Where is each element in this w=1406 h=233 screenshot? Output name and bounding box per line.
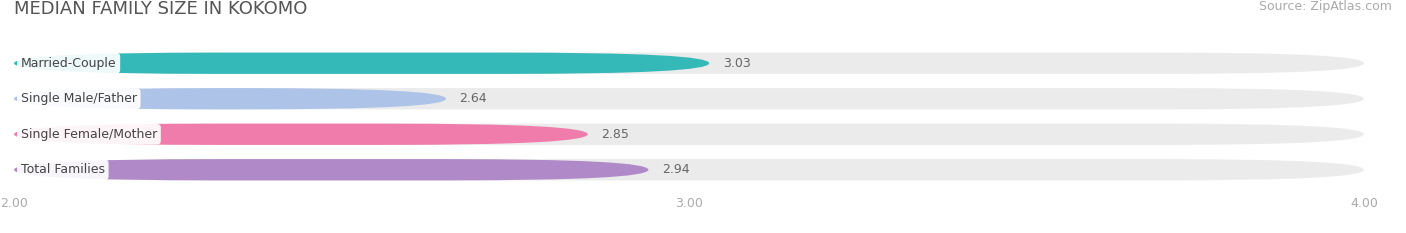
Text: Married-Couple: Married-Couple <box>21 57 117 70</box>
Text: 3.03: 3.03 <box>723 57 751 70</box>
FancyBboxPatch shape <box>14 53 1364 74</box>
Text: 2.94: 2.94 <box>662 163 689 176</box>
FancyBboxPatch shape <box>14 159 648 180</box>
Text: Source: ZipAtlas.com: Source: ZipAtlas.com <box>1258 0 1392 13</box>
FancyBboxPatch shape <box>14 123 1364 145</box>
FancyBboxPatch shape <box>14 53 709 74</box>
Text: Total Families: Total Families <box>21 163 105 176</box>
FancyBboxPatch shape <box>14 123 588 145</box>
Text: Single Male/Father: Single Male/Father <box>21 92 136 105</box>
FancyBboxPatch shape <box>14 88 1364 110</box>
Text: 2.85: 2.85 <box>602 128 628 141</box>
Text: 2.64: 2.64 <box>460 92 486 105</box>
FancyBboxPatch shape <box>14 88 446 110</box>
Text: Single Female/Mother: Single Female/Mother <box>21 128 157 141</box>
Text: MEDIAN FAMILY SIZE IN KOKOMO: MEDIAN FAMILY SIZE IN KOKOMO <box>14 0 308 18</box>
FancyBboxPatch shape <box>14 159 1364 180</box>
